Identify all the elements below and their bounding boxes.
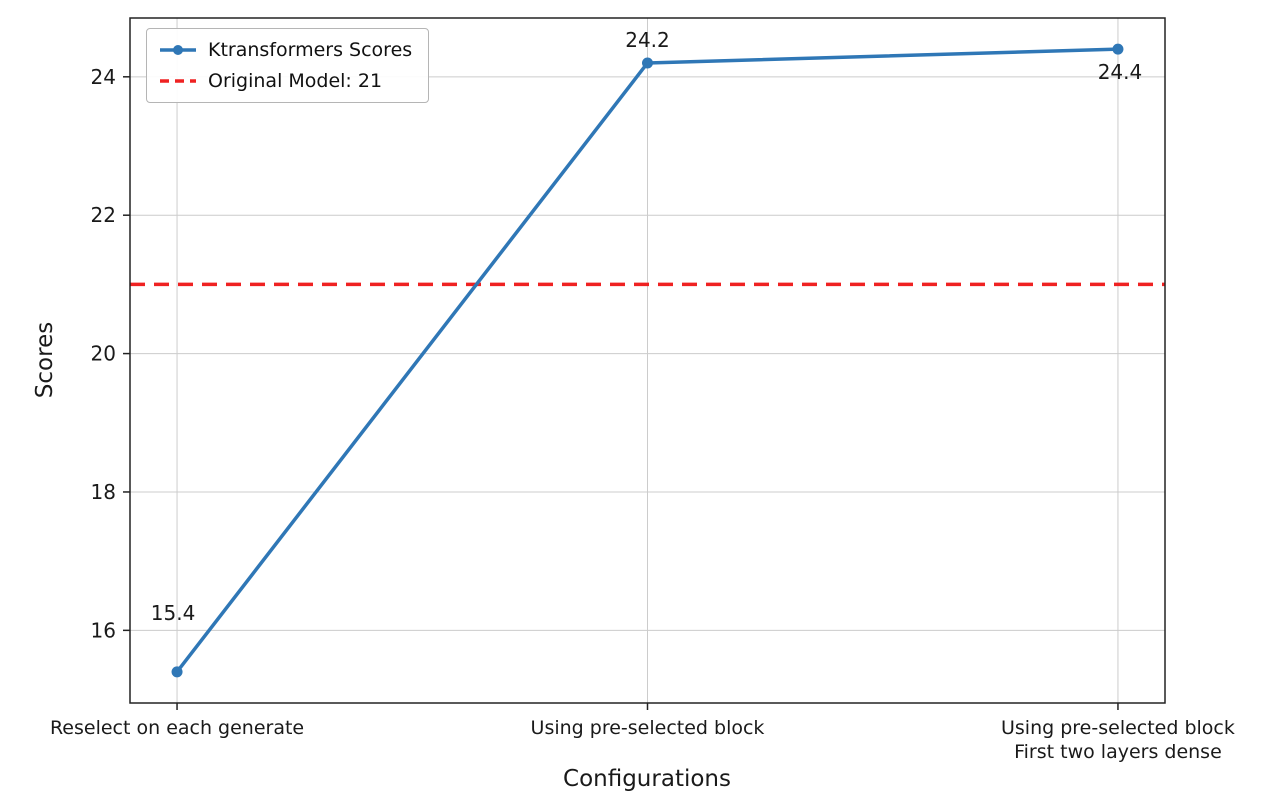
legend-series-label: Ktransformers Scores: [208, 39, 413, 61]
legend-line-marker-sample: [160, 45, 196, 55]
x-tick-label: Using pre-selected block: [1001, 717, 1235, 739]
y-axis-label: Scores: [32, 321, 58, 399]
legend-item-series: Ktransformers Scores: [159, 39, 412, 61]
data-point-label: 24.4: [1098, 60, 1143, 84]
data-point-label: 15.4: [151, 601, 196, 625]
x-axis-label: Configurations: [563, 766, 731, 792]
data-point-label: 24.2: [625, 28, 670, 52]
series-marker: [171, 666, 183, 678]
series-marker: [642, 57, 653, 69]
y-tick-label: 18: [91, 480, 116, 504]
y-tick-label: 16: [91, 618, 116, 642]
legend-reference-label: Original Model: 21: [208, 70, 383, 92]
series-marker: [1112, 43, 1124, 55]
x-tick-label: Reselect on each generate: [50, 717, 304, 739]
x-tick-label: First two layers dense: [1014, 741, 1222, 763]
y-tick-label: 22: [91, 203, 116, 227]
x-tick-label: Using pre-selected block: [531, 717, 765, 739]
legend-dashed-line-sample: [160, 79, 196, 83]
y-tick-label: 24: [91, 65, 116, 89]
y-tick-label: 20: [91, 342, 116, 366]
legend: Ktransformers Scores Original Model: 21: [146, 28, 430, 103]
legend-item-reference: Original Model: 21: [159, 70, 412, 92]
